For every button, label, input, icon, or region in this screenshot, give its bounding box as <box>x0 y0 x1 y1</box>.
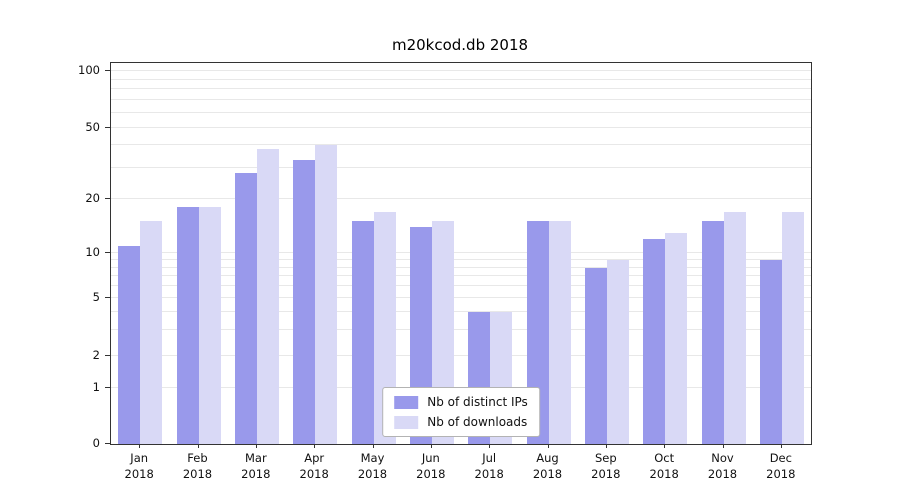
bar-downloads-may <box>373 211 396 444</box>
gridline <box>111 78 811 80</box>
y-axis-tick-mark <box>105 70 110 71</box>
x-axis-tick-mark <box>430 444 432 448</box>
bar-downloads-jan <box>140 221 163 444</box>
bar-distinct-ips-sep <box>584 267 607 444</box>
gridline <box>111 112 811 114</box>
bar-downloads-feb <box>198 207 221 444</box>
y-axis-tick-label: 5 <box>92 290 100 305</box>
x-axis-tick-label: Dec 2018 <box>766 451 796 481</box>
gridline <box>111 166 811 168</box>
gridline <box>111 355 811 356</box>
y-axis-tick-label: 10 <box>85 245 100 260</box>
bar-distinct-ips-oct <box>643 238 666 444</box>
y-axis-tick-mark <box>105 443 110 444</box>
x-axis-tick-mark <box>664 444 666 448</box>
bar-downloads-aug <box>548 221 571 444</box>
x-axis-tick-mark <box>139 444 141 448</box>
bar-downloads-dec <box>781 211 804 444</box>
gridline <box>111 88 811 90</box>
x-axis-tick-label: Jul 2018 <box>474 451 504 481</box>
gridline <box>111 252 811 254</box>
gridline <box>111 258 811 260</box>
gridline <box>111 70 811 72</box>
gridline <box>111 144 811 146</box>
y-axis-tick-label: 50 <box>85 120 100 135</box>
gridline <box>111 99 811 101</box>
bar-downloads-mar <box>256 149 279 444</box>
x-axis-tick-label: Oct 2018 <box>649 451 679 481</box>
x-axis-tick-label: Nov 2018 <box>707 451 738 481</box>
x-axis-tick-label: May 2018 <box>357 451 388 481</box>
bar-distinct-ips-jan <box>118 245 141 444</box>
x-axis-tick-label: Apr 2018 <box>299 451 329 481</box>
x-axis-tick-mark <box>314 444 316 448</box>
bar-distinct-ips-nov <box>701 221 724 444</box>
x-axis-tick-label: Feb 2018 <box>182 451 213 481</box>
x-axis-tick-label: Jun 2018 <box>416 451 446 481</box>
chart-title: m20kcod.db 2018 <box>391 36 529 54</box>
bar-distinct-ips-mar <box>234 173 257 444</box>
bar-distinct-ips-apr <box>293 160 316 444</box>
y-axis-tick-mark <box>105 127 110 129</box>
bar-distinct-ips-dec <box>759 259 782 444</box>
y-axis-tick-mark <box>105 297 110 299</box>
y-axis-tick-mark <box>105 354 110 356</box>
bar-downloads-sep <box>606 259 629 444</box>
legend-swatch-distinct-ips <box>394 395 419 409</box>
y-axis-tick-label: 100 <box>78 63 100 77</box>
legend-label-downloads: Nb of downloads <box>427 415 528 429</box>
gridline <box>111 275 811 277</box>
legend-label-distinct-ips: Nb of distinct IPs <box>427 395 528 409</box>
legend-item-downloads: Nb of downloads <box>394 415 528 429</box>
gridline <box>111 297 811 299</box>
gridline <box>111 329 811 331</box>
legend-swatch-downloads <box>394 415 419 429</box>
x-axis-tick-mark <box>780 444 782 448</box>
y-axis-tick-label: 2 <box>92 347 100 362</box>
x-axis-tick-label: Jan 2018 <box>124 451 154 481</box>
x-axis-tick-mark <box>605 444 607 448</box>
y-axis-tick-mark <box>105 198 110 200</box>
bar-downloads-oct <box>665 232 688 444</box>
plot-area: Nb of distinct IPs Nb of downloads <box>110 62 812 445</box>
gridline <box>111 127 811 129</box>
bar-downloads-apr <box>315 145 338 444</box>
bar-distinct-ips-feb <box>176 207 199 444</box>
bar-distinct-ips-may <box>351 221 374 444</box>
x-axis-tick-mark <box>722 444 724 448</box>
gridline <box>111 198 811 200</box>
y-axis-tick-label: 0 <box>92 436 100 450</box>
y-axis-tick-label: 1 <box>92 379 100 394</box>
x-axis-tick-mark <box>197 444 199 448</box>
x-axis-tick-label: Aug 2018 <box>532 451 563 481</box>
gridline <box>111 266 811 268</box>
x-axis-tick-mark <box>255 444 257 448</box>
x-axis-tick-label: Mar 2018 <box>241 451 271 481</box>
y-axis-tick-mark <box>105 386 110 388</box>
legend-item-distinct-ips: Nb of distinct IPs <box>394 395 528 409</box>
gridline <box>111 285 811 287</box>
bar-downloads-nov <box>723 211 746 444</box>
x-axis-tick-label: Sep 2018 <box>591 451 621 481</box>
x-axis-tick-mark <box>547 444 549 448</box>
x-axis-tick-mark <box>489 444 491 448</box>
legend: Nb of distinct IPs Nb of downloads <box>382 387 540 437</box>
y-axis-tick-mark <box>105 252 110 254</box>
gridline <box>111 311 811 313</box>
y-axis-tick-label: 20 <box>85 191 100 206</box>
x-axis-tick-mark <box>372 444 374 448</box>
